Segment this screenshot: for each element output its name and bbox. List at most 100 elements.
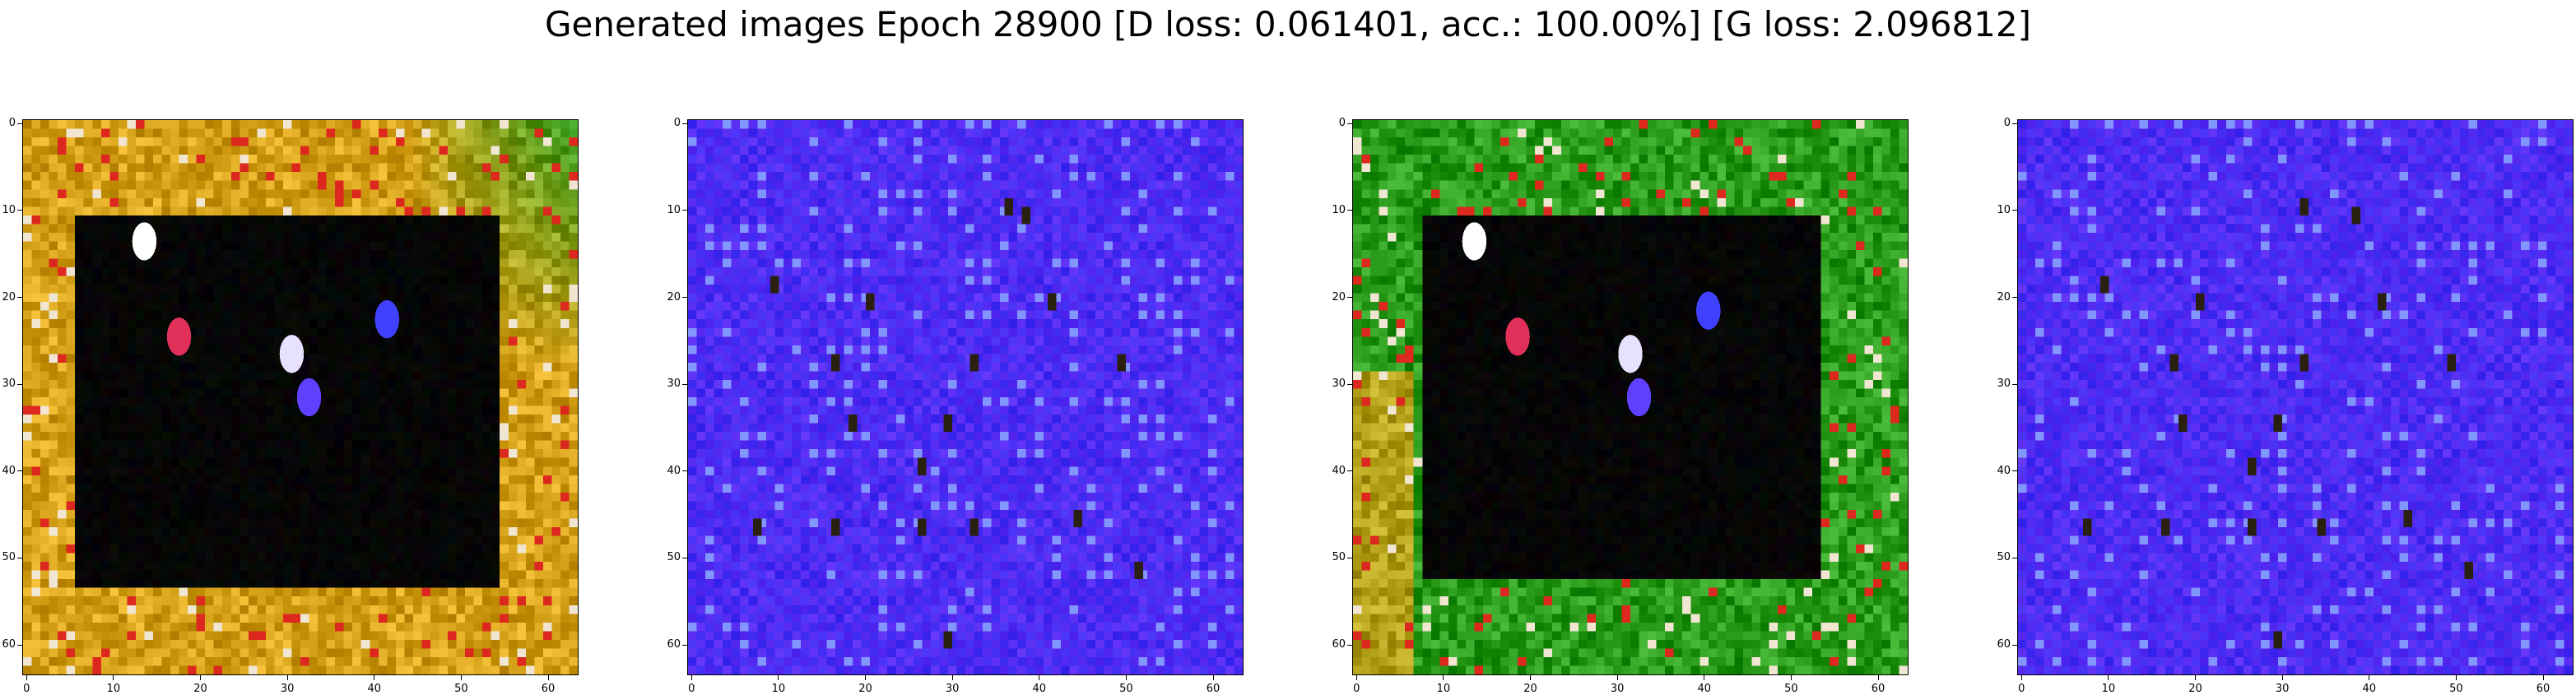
- x-tick-mark: [778, 675, 779, 680]
- image-dark-spot: [2195, 293, 2205, 311]
- y-tick-label: 10: [1997, 203, 2011, 216]
- y-tick-mark: [1347, 383, 1352, 385]
- generated-image-1: [23, 120, 578, 674]
- y-tick-label: 30: [667, 378, 681, 391]
- y-tick-mark: [2012, 644, 2017, 646]
- y-tick-label: 40: [1997, 464, 2011, 477]
- image-panel-1: [22, 119, 579, 675]
- image-dark-spot: [2317, 518, 2326, 536]
- image-dark-spot: [2403, 509, 2413, 527]
- x-tick-mark: [2195, 675, 2197, 680]
- image-panel-4: [2017, 119, 2574, 675]
- x-tick-label: 50: [454, 683, 468, 695]
- y-tick-label: 0: [1338, 117, 1346, 130]
- image-blob: [1505, 317, 1530, 356]
- y-tick-label: 20: [2, 290, 16, 303]
- image-dark-spot: [969, 518, 979, 536]
- image-dark-spot: [2082, 518, 2092, 536]
- x-tick-label: 0: [1353, 683, 1360, 695]
- image-dark-spot: [2100, 276, 2109, 294]
- x-tick-label: 50: [2449, 683, 2463, 695]
- image-dark-spot: [2447, 354, 2456, 372]
- image-dark-spot: [1021, 206, 1030, 225]
- y-tick-label: 40: [667, 464, 681, 477]
- x-tick-mark: [1530, 675, 1532, 680]
- image-panel-2: [687, 119, 1244, 675]
- image-dark-spot: [969, 354, 979, 372]
- image-dark-spot: [2378, 293, 2387, 311]
- y-tick-mark: [682, 297, 687, 299]
- image-dark-spot: [2273, 631, 2283, 649]
- x-tick-mark: [26, 675, 27, 680]
- x-tick-mark: [2455, 675, 2457, 680]
- y-tick-label: 40: [1332, 464, 1346, 477]
- image-dark-spot: [1048, 293, 1057, 311]
- image-blob: [296, 378, 322, 417]
- y-tick-mark: [1347, 644, 1352, 646]
- y-tick-mark: [2012, 123, 2017, 124]
- image-dark-spot: [2248, 518, 2257, 536]
- x-tick-label: 0: [23, 683, 30, 695]
- image-dark-spot: [830, 354, 840, 372]
- x-tick-label: 50: [1119, 683, 1133, 695]
- image-blob: [279, 335, 305, 373]
- image-dark-spot: [1004, 197, 1013, 215]
- y-tick-mark: [1347, 123, 1352, 124]
- image-dark-spot: [2273, 415, 2283, 433]
- y-tick-label: 50: [667, 551, 681, 564]
- x-tick-label: 20: [1523, 683, 1537, 695]
- x-tick-label: 30: [1610, 683, 1625, 695]
- x-tick-mark: [1877, 675, 1879, 680]
- x-tick-mark: [865, 675, 867, 680]
- y-tick-mark: [17, 383, 22, 385]
- y-tick-label: 50: [1997, 551, 2011, 564]
- y-tick-mark: [17, 123, 22, 124]
- image-dark-spot: [865, 293, 875, 311]
- generated-image-3: [1353, 120, 1908, 674]
- y-tick-label: 20: [667, 290, 681, 303]
- y-tick-label: 50: [2, 551, 16, 564]
- y-tick-mark: [17, 210, 22, 211]
- y-tick-label: 20: [1997, 290, 2011, 303]
- x-tick-mark: [1355, 675, 1357, 680]
- y-tick-mark: [682, 470, 687, 472]
- x-tick-mark: [690, 675, 692, 680]
- y-tick-label: 0: [2003, 117, 2011, 130]
- y-tick-label: 0: [8, 117, 16, 130]
- y-tick-label: 60: [1997, 638, 2011, 651]
- x-tick-label: 60: [541, 683, 556, 695]
- x-tick-mark: [1616, 675, 1618, 680]
- image-blob: [132, 222, 157, 261]
- image-panel-3: [1352, 119, 1909, 675]
- x-tick-label: 20: [858, 683, 872, 695]
- image-blob: [1462, 222, 1487, 261]
- x-tick-label: 60: [1871, 683, 1886, 695]
- x-tick-label: 40: [367, 683, 382, 695]
- x-tick-mark: [1790, 675, 1792, 680]
- x-tick-label: 60: [1206, 683, 1221, 695]
- y-tick-label: 40: [2, 464, 16, 477]
- image-dark-spot: [2169, 354, 2178, 372]
- y-tick-label: 10: [1332, 203, 1346, 216]
- image-dark-spot: [918, 518, 927, 536]
- image-dark-spot: [1073, 509, 1083, 527]
- x-tick-mark: [1443, 675, 1444, 680]
- x-tick-mark: [1212, 675, 1214, 680]
- generated-image-2: [688, 120, 1243, 674]
- x-tick-mark: [951, 675, 953, 680]
- y-tick-label: 60: [2, 638, 16, 651]
- image-dark-spot: [2160, 518, 2170, 536]
- x-tick-label: 30: [945, 683, 960, 695]
- y-tick-label: 50: [1332, 551, 1346, 564]
- image-dark-spot: [2178, 415, 2188, 433]
- x-tick-label: 30: [2275, 683, 2290, 695]
- x-tick-mark: [113, 675, 114, 680]
- y-tick-mark: [2012, 383, 2017, 385]
- y-tick-mark: [1347, 297, 1352, 299]
- x-tick-label: 10: [106, 683, 121, 695]
- x-tick-label: 10: [1436, 683, 1451, 695]
- y-tick-mark: [1347, 470, 1352, 472]
- image-dark-spot: [1117, 354, 1126, 372]
- x-tick-label: 50: [1784, 683, 1798, 695]
- x-tick-label: 60: [2536, 683, 2550, 695]
